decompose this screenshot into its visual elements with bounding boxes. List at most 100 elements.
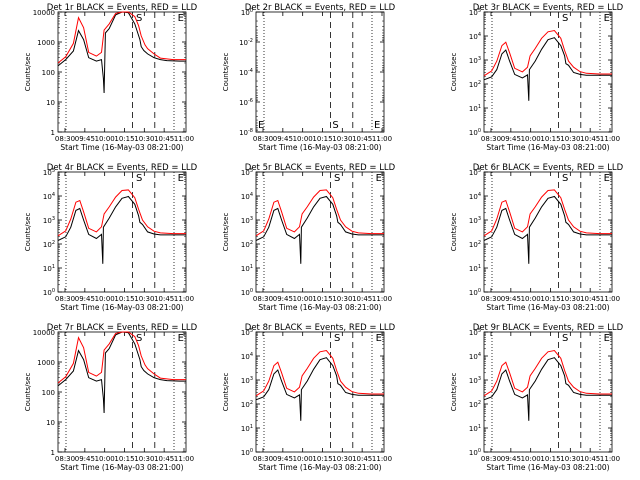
- x-axis-label: Start Time (16-May-03 08:21:00): [486, 463, 609, 472]
- y-tick-label: 102: [469, 240, 481, 249]
- x-tick-label: 09:45: [75, 455, 95, 463]
- plot-frame: [255, 331, 385, 453]
- y-tick-label: 101: [469, 104, 481, 113]
- x-axis-label: Start Time (16-May-03 08:21:00): [486, 303, 609, 312]
- x-tick-label: 11:00: [600, 455, 620, 463]
- x-tick-label: 11:00: [174, 295, 194, 303]
- marker-E: E: [258, 120, 264, 131]
- marker-E: E: [178, 13, 184, 24]
- lld-series-line: [57, 11, 186, 64]
- y-axis-label: Counts/sec: [222, 53, 230, 92]
- x-axis-label: Start Time (16-May-03 08:21:00): [486, 143, 609, 152]
- x-axis-label: Start Time (16-May-03 08:21:00): [60, 463, 183, 472]
- plot-frame: [57, 171, 187, 293]
- y-tick-label: 104: [43, 192, 55, 201]
- x-tick-label: 11:00: [372, 295, 392, 303]
- marker-S: S: [562, 173, 568, 184]
- x-tick-label: 08:30: [55, 295, 75, 303]
- panel-title: Det 8r BLACK = Events, RED = LLD: [245, 323, 396, 333]
- x-tick-label: 08:30: [253, 455, 273, 463]
- marker-E: E: [376, 173, 382, 184]
- panel-det-7: Det 7r BLACK = Events, RED = LLD 1 10 100 10…: [24, 323, 198, 472]
- x-tick-label: 10:45: [154, 295, 174, 303]
- y-tick-label: 103: [469, 376, 481, 385]
- x-tick-label: 10:30: [134, 135, 154, 143]
- y-tick-label: 10-2: [239, 38, 253, 47]
- x-tick-label: 08:30: [55, 135, 75, 143]
- y-tick-label: 102: [241, 240, 253, 249]
- x-tick-label: 10:30: [560, 455, 580, 463]
- y-tick-label: 101: [469, 424, 481, 433]
- y-tick-label: 100: [42, 69, 55, 77]
- x-tick-label: 09:45: [501, 295, 521, 303]
- x-tick-label: 10:00: [521, 295, 541, 303]
- x-tick-label: 10:45: [580, 295, 600, 303]
- x-tick-label: 10:00: [293, 455, 313, 463]
- x-tick-label: 08:30: [253, 295, 273, 303]
- marker-S: S: [562, 333, 568, 344]
- x-axis-label: Start Time (16-May-03 08:21:00): [60, 143, 183, 152]
- x-tick-label: 09:45: [501, 455, 521, 463]
- y-tick-label: 1000: [37, 39, 55, 47]
- x-tick-label: 10:45: [352, 455, 372, 463]
- panel-title: Det 2r BLACK = Events, RED = LLD: [245, 3, 396, 13]
- x-tick-label: 10:00: [521, 135, 541, 143]
- y-tick-label: 1: [51, 449, 55, 457]
- x-tick-label: 10:45: [580, 135, 600, 143]
- panel-det-1: Det 1r BLACK = Events, RED = LLD 1 10 100 10…: [24, 3, 198, 152]
- y-axis-label: Counts/sec: [24, 53, 32, 92]
- y-tick-label: 10-6: [239, 98, 253, 107]
- y-tick-label: 100: [469, 288, 481, 297]
- plot-frame: [57, 11, 187, 133]
- x-tick-label: 09:45: [273, 135, 293, 143]
- x-tick-label: 11:00: [174, 135, 194, 143]
- x-tick-label: 10:00: [95, 455, 115, 463]
- y-tick-label: 101: [469, 264, 481, 273]
- y-tick-label: 103: [469, 56, 481, 65]
- x-tick-label: 11:00: [600, 295, 620, 303]
- marker-E: E: [604, 13, 610, 24]
- y-tick-label: 105: [469, 328, 481, 337]
- x-tick-label: 10:00: [95, 295, 115, 303]
- marker-E: E: [604, 173, 610, 184]
- plot-frame: [255, 11, 385, 133]
- panel-title: Det 1r BLACK = Events, RED = LLD: [47, 3, 198, 13]
- lld-series-line: [483, 29, 612, 77]
- x-tick-label: 10:45: [580, 455, 600, 463]
- x-tick-label: 08:30: [481, 295, 501, 303]
- x-tick-label: 10:15: [114, 135, 134, 143]
- marker-E: E: [604, 333, 610, 344]
- marker-S: S: [136, 333, 142, 344]
- x-tick-label: 10:15: [312, 455, 332, 463]
- y-tick-label: 10000: [33, 9, 55, 17]
- x-axis-label: Start Time (16-May-03 08:21:00): [60, 303, 183, 312]
- y-tick-label: 104: [469, 352, 481, 361]
- x-tick-label: 10:15: [540, 455, 560, 463]
- y-tick-label: 105: [469, 168, 481, 177]
- y-tick-label: 104: [241, 192, 253, 201]
- y-tick-label: 102: [469, 400, 481, 409]
- y-tick-label: 102: [43, 240, 55, 249]
- y-tick-label: 100: [469, 448, 481, 457]
- x-tick-label: 10:00: [293, 135, 313, 143]
- y-axis-label: Counts/sec: [24, 213, 32, 252]
- marker-S: S: [334, 333, 340, 344]
- y-tick-label: 100: [241, 448, 253, 457]
- events-series-line: [483, 195, 612, 264]
- y-tick-label: 10000: [33, 329, 55, 337]
- x-tick-label: 10:30: [332, 135, 352, 143]
- x-tick-label: 10:00: [95, 135, 115, 143]
- lld-series-line: [483, 349, 612, 397]
- y-axis-label: Counts/sec: [450, 373, 458, 412]
- y-tick-label: 10-4: [239, 68, 253, 77]
- x-tick-label: 10:15: [312, 135, 332, 143]
- y-axis-label: Counts/sec: [222, 373, 230, 412]
- panel-title: Det 5r BLACK = Events, RED = LLD: [245, 163, 396, 173]
- x-tick-label: 10:30: [560, 135, 580, 143]
- marker-E: E: [374, 120, 380, 131]
- x-tick-label: 10:30: [332, 295, 352, 303]
- x-tick-label: 09:45: [273, 455, 293, 463]
- x-tick-label: 10:30: [134, 295, 154, 303]
- lld-series-line: [57, 331, 186, 384]
